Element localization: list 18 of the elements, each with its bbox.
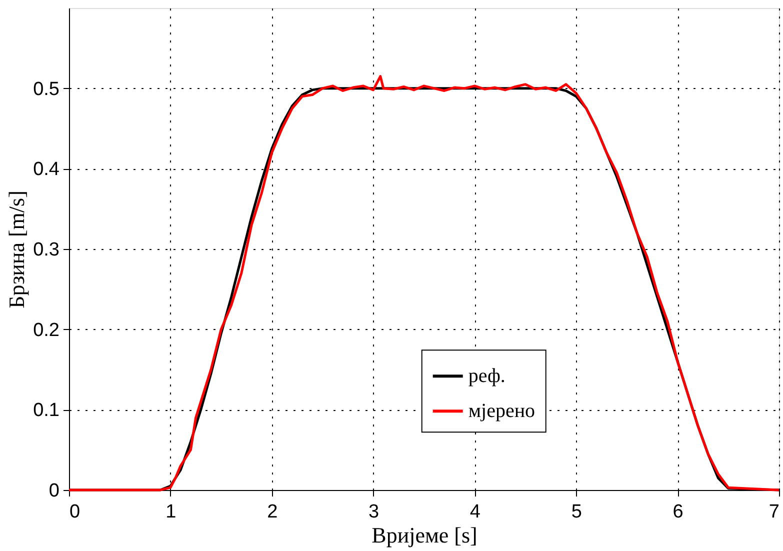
legend-label: мјерено bbox=[468, 400, 536, 422]
x-tick-label: 1 bbox=[166, 502, 176, 522]
x-tick-label: 0 bbox=[70, 502, 80, 522]
x-axis-title: Вријеме [s] bbox=[372, 522, 478, 548]
y-axis-title: Брзина [m/s] bbox=[4, 190, 30, 308]
y-tick-label: 0.2 bbox=[33, 320, 60, 341]
y-tick-label: 0.1 bbox=[33, 400, 60, 422]
x-tick-label: 6 bbox=[672, 502, 684, 522]
x-tick-label: 7 bbox=[768, 502, 780, 522]
x-tick-label: 2 bbox=[267, 502, 278, 522]
y-tick-label: 0 bbox=[48, 480, 60, 502]
x-tick-label: 5 bbox=[571, 502, 582, 522]
y-tick-label: 0.5 bbox=[33, 78, 60, 100]
y-tick-label: 0.3 bbox=[33, 240, 60, 260]
legend-label: реф. bbox=[468, 365, 506, 388]
y-tick-label: 0.4 bbox=[33, 159, 60, 180]
x-tick-label: 3 bbox=[368, 502, 380, 522]
x-tick-label: 4 bbox=[470, 502, 481, 522]
